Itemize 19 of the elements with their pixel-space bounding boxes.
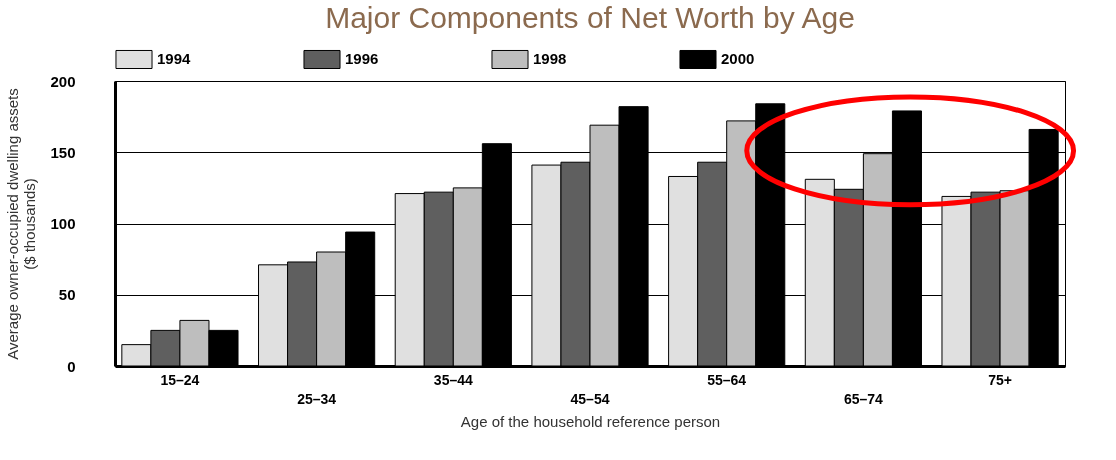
legend-label: 1996: [345, 50, 379, 68]
y-tick-label: 200: [50, 72, 76, 90]
x-tick-label: 35–44: [433, 371, 473, 388]
x-tick-label: 75+: [988, 371, 1012, 388]
y-tick-label: 50: [58, 286, 76, 304]
x-tick-label: 45–54: [570, 390, 610, 407]
y-tick-label: 0: [67, 357, 76, 375]
x-tick-label: 65–74: [843, 390, 884, 407]
chart-title: Major Components of Net Worth by Age: [325, 1, 855, 34]
y-tick-label: 100: [50, 215, 76, 232]
legend-label: 1998: [533, 50, 567, 68]
x-tick-label: 25–34: [297, 390, 337, 407]
legend-label: 2000: [721, 50, 755, 68]
y-tick-label: 150: [50, 143, 76, 161]
legend-label: 1994: [157, 50, 192, 68]
x-tick-label: 55–64: [707, 371, 747, 388]
x-tick-label: 15–24: [160, 371, 200, 388]
x-axis-title: Age of the household reference person: [460, 412, 721, 430]
y-axis-title: Average owner-occupied dwelling assets ($ thousands): [4, 88, 39, 360]
